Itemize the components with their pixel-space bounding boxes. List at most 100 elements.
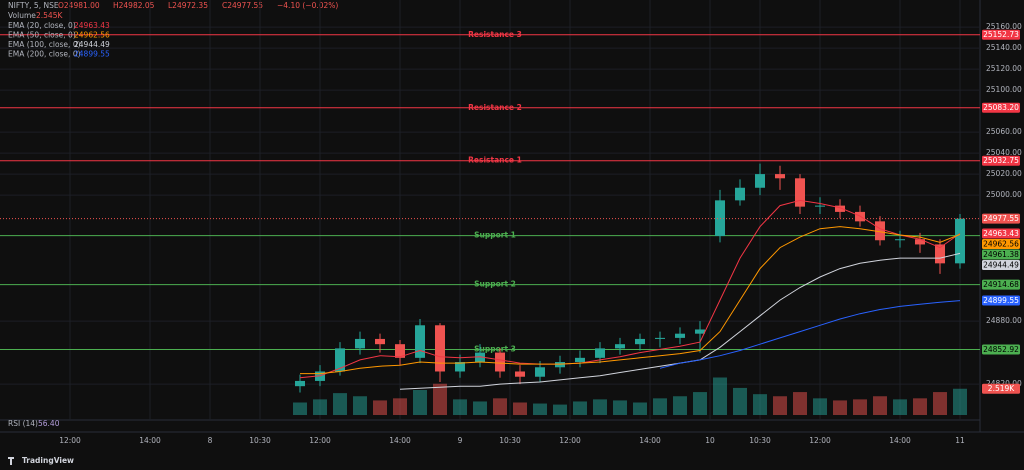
footer: [0, 451, 1024, 470]
y-tick-label: 25060.00: [986, 127, 1022, 136]
candle-body: [575, 357, 585, 363]
price-label-box: [982, 102, 1020, 113]
x-tick-label: 11: [955, 436, 965, 445]
candle-body: [675, 333, 685, 338]
volume-bar: [913, 398, 927, 415]
volume-bar: [873, 396, 887, 415]
price-label-box: [982, 295, 1020, 306]
change: −4.10 (−0.02%): [277, 1, 338, 10]
x-tick-label: 12:00: [59, 436, 81, 445]
logo: [8, 457, 14, 465]
volume-bar: [813, 398, 827, 415]
candle-body: [915, 239, 925, 245]
y-tick-label: 25140.00: [986, 43, 1022, 52]
candle-body: [335, 348, 345, 372]
rsi-value: 56.40: [38, 419, 60, 428]
x-tick-label: 14:00: [139, 436, 161, 445]
volume-bar: [353, 396, 367, 415]
candle-body: [455, 362, 465, 372]
volume-bar: [953, 388, 967, 415]
legend-value: 24963.43: [74, 21, 110, 30]
x-tick-label: 14:00: [639, 436, 661, 445]
volume-bar: [593, 399, 607, 415]
volume-bar: [413, 390, 427, 415]
volume-bar: [613, 400, 627, 415]
price-label: 2.519K: [988, 384, 1015, 393]
candle-body: [295, 380, 305, 387]
y-tick-label: 24880.00: [986, 316, 1022, 325]
x-tick-label: 12:00: [559, 436, 581, 445]
volume-bar: [893, 399, 907, 415]
y-tick-label: 25040.00: [986, 148, 1022, 157]
price-label-box: [982, 279, 1020, 290]
volume-bar: [733, 387, 747, 415]
volume-bar: [833, 400, 847, 415]
candle-body: [555, 362, 565, 368]
level-name: Support 2: [474, 280, 516, 289]
price-label: 25032.75: [983, 156, 1019, 165]
rsi-legend: RSI (14): [8, 419, 38, 428]
price-label-box: [982, 228, 1020, 239]
volume-bar: [753, 394, 767, 415]
volume-bar: [293, 402, 307, 415]
candle-body: [655, 337, 665, 339]
price-label: 24944.49: [983, 260, 1019, 269]
x-tick-label: 8: [208, 436, 213, 445]
volume-bar: [853, 399, 867, 415]
volume-bar: [393, 398, 407, 415]
price-label-box: [982, 238, 1020, 249]
volume-legend-value: 2.545K: [36, 11, 63, 20]
level-name: Resistance 1: [468, 156, 522, 165]
ohlc-low: L24972.35: [168, 1, 208, 10]
price-label: 24977.55: [983, 214, 1019, 223]
x-tick-label: 14:00: [889, 436, 911, 445]
ema-line: [299, 199, 961, 379]
ohlc-high: H24982.05: [113, 1, 155, 10]
candle-body: [635, 338, 645, 345]
x-tick-label: 10:30: [249, 436, 271, 445]
price-label-box: [982, 259, 1020, 270]
candle-body: [615, 344, 625, 349]
price-label-box: [982, 344, 1020, 355]
volume-bar: [693, 392, 707, 415]
legend-value: 24962.56: [74, 31, 110, 40]
legend-name: EMA (20, close, 0): [8, 21, 76, 30]
candle-body: [495, 352, 505, 372]
y-tick-label: 25120.00: [986, 64, 1022, 73]
candle-body: [435, 325, 445, 372]
price-label: 24963.43: [983, 229, 1019, 238]
level-name: Support 3: [474, 345, 516, 354]
candle-body: [415, 325, 425, 358]
candle-body: [695, 329, 705, 334]
candle-body: [375, 338, 385, 345]
legend-name: EMA (100, close, 0): [8, 40, 81, 49]
level-name: Support 1: [474, 231, 516, 240]
price-label: 24962.56: [983, 239, 1019, 248]
x-tick-label: 12:00: [809, 436, 831, 445]
volume-legend: Volume: [8, 11, 36, 20]
candle-body: [355, 338, 365, 349]
volume-bar: [793, 392, 807, 415]
candle-body: [755, 174, 765, 188]
volume-bar: [533, 403, 547, 415]
price-label-box: [982, 213, 1020, 224]
volume-bar: [653, 398, 667, 415]
y-tick-label: 25020.00: [986, 169, 1022, 178]
volume-bar: [573, 401, 587, 415]
volume-bar: [553, 404, 567, 415]
volume-bar: [313, 399, 327, 415]
volume-bar: [453, 399, 467, 415]
price-label: 24852.92: [983, 345, 1019, 354]
candle-body: [535, 367, 545, 377]
candle-body: [955, 218, 965, 264]
candle-body: [795, 178, 805, 207]
candle-body: [935, 244, 945, 264]
candle-body: [735, 187, 745, 201]
price-label-box: [982, 155, 1020, 166]
volume-bar: [713, 377, 727, 415]
ohlc-open: O24981.00: [58, 1, 100, 10]
x-tick-label: 10:30: [499, 436, 521, 445]
candle-body: [835, 205, 845, 212]
